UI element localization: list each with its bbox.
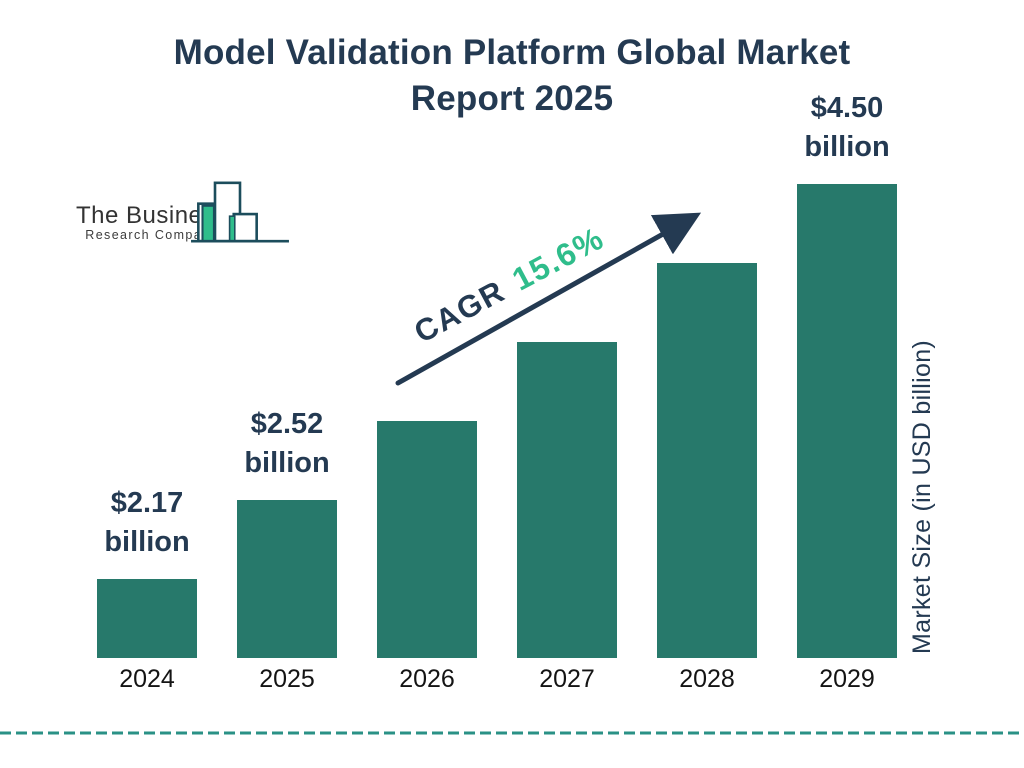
cagr-value: 15.6%	[506, 219, 610, 298]
company-logo: The Business Research Company	[72, 172, 292, 250]
chart-title-line-2: Report 2025	[410, 79, 614, 118]
bottom-dashed-divider	[0, 731, 1024, 735]
x-axis-label-2024: 2024	[119, 665, 175, 693]
bar-2027	[517, 342, 617, 658]
bar-value-label-2024: $2.17 billion	[67, 484, 227, 562]
bar-value-label-line: $2.52	[250, 408, 324, 440]
bar-2029	[797, 184, 897, 658]
logo-text-secondary: Research Company	[85, 228, 219, 242]
bar-value-label-line: billion	[104, 526, 190, 558]
bar-2026	[377, 421, 477, 658]
logo-bar-chart-icon	[191, 181, 289, 243]
bar-value-label-line: $4.50	[810, 92, 884, 124]
bar-value-label-2025: $2.52 billion	[207, 405, 367, 483]
cagr-annotation: CAGR15.6%	[408, 220, 610, 351]
y-axis-label: Market Size (in USD billion)	[908, 339, 936, 655]
bar-2028	[657, 263, 757, 658]
x-axis-label-2028: 2028	[679, 665, 735, 693]
cagr-label: CAGR	[408, 273, 511, 350]
bar-value-label-line: $2.17	[110, 487, 184, 519]
bar-2024	[97, 579, 197, 658]
chart-title: Model Validation Platform Global Market …	[0, 30, 1024, 122]
x-axis-label-2025: 2025	[259, 665, 315, 693]
bar-2025	[237, 500, 337, 658]
bar-value-label-line: billion	[244, 447, 330, 479]
chart-title-line-1: Model Validation Platform Global Market	[173, 33, 851, 72]
bar-value-label-2029: $4.50 billion	[767, 89, 927, 167]
bar-value-label-line: billion	[804, 131, 890, 163]
x-axis-label-2029: 2029	[819, 665, 875, 693]
x-axis-label-2026: 2026	[399, 665, 455, 693]
x-axis-label-2027: 2027	[539, 665, 595, 693]
